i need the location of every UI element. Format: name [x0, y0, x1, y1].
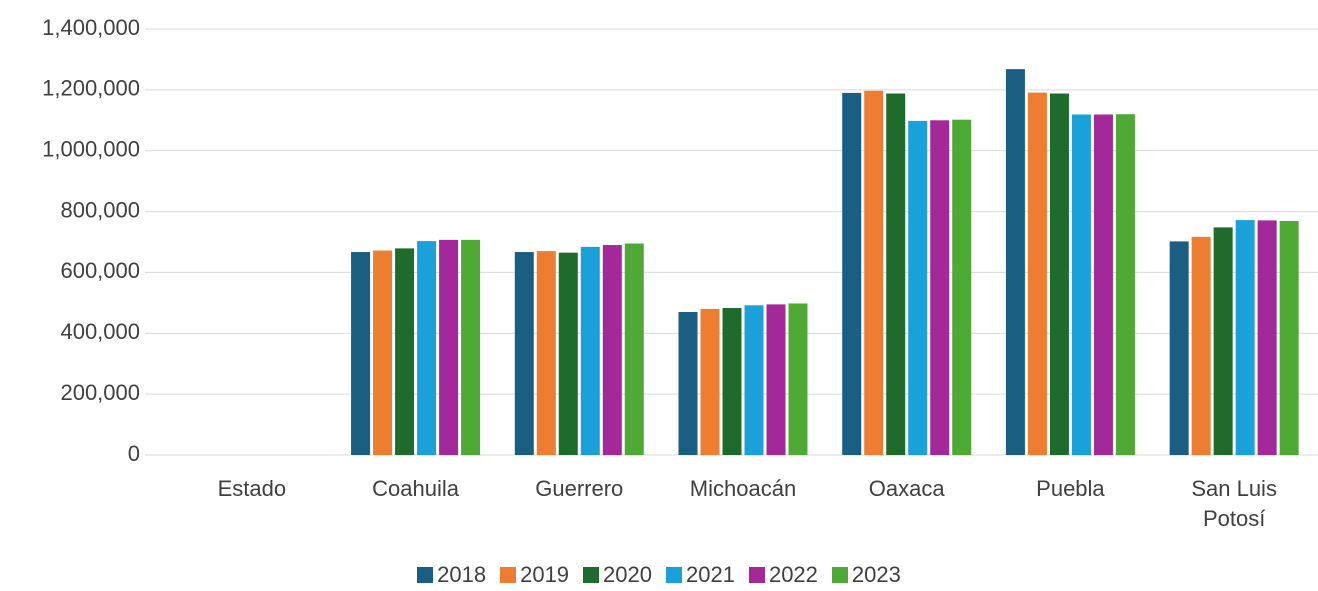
legend-item: 2021 [666, 562, 735, 588]
x-tick-label: Coahuila [372, 476, 459, 501]
bar [558, 252, 578, 455]
bar [1213, 227, 1233, 455]
bar [766, 304, 786, 455]
bar [395, 248, 415, 455]
legend-swatch [831, 567, 848, 583]
legend-label: 2023 [851, 562, 901, 587]
bar [1235, 220, 1255, 455]
y-tick-label: 400,000 [60, 319, 140, 344]
bar [722, 308, 742, 455]
legend-label: 2018 [437, 562, 487, 587]
legend-item: 2020 [583, 562, 652, 588]
bar [1169, 241, 1189, 455]
bar [1071, 114, 1091, 456]
legend-swatch [748, 567, 765, 583]
bar [624, 243, 644, 455]
bar [744, 305, 764, 455]
bar [678, 311, 698, 455]
legend-label: 2020 [603, 562, 652, 587]
bar [417, 241, 437, 455]
legend-label: 2021 [686, 562, 735, 587]
y-tick-label: 1,400,000 [42, 15, 140, 40]
x-tick-label: Guerrero [535, 476, 624, 501]
y-tick-label: 1,000,000 [42, 137, 140, 162]
y-tick-label: 1,200,000 [42, 76, 140, 101]
bar [886, 93, 906, 455]
legend-swatch [417, 567, 434, 583]
x-tick-label: Oaxaca [868, 476, 945, 501]
y-tick-label: 600,000 [60, 258, 140, 283]
bar [373, 250, 393, 455]
bar [908, 120, 928, 455]
bar [700, 308, 720, 455]
bar [1257, 220, 1277, 455]
bar [1027, 92, 1047, 456]
legend-swatch [500, 567, 517, 583]
bar [1279, 221, 1299, 455]
bar [351, 252, 371, 455]
x-tick-label: Michoacán [689, 476, 797, 501]
bar [1093, 114, 1113, 456]
bar [439, 239, 459, 455]
bar [788, 303, 808, 455]
legend-label: 2019 [520, 562, 570, 587]
x-tick-label: San Luis Potosí [1191, 476, 1277, 531]
bar [602, 245, 622, 455]
x-tick-label: Puebla [1036, 476, 1105, 501]
bar [1115, 114, 1135, 455]
bar [461, 239, 481, 455]
bar [1005, 69, 1025, 455]
bar [514, 252, 534, 455]
bar [842, 92, 862, 456]
legend: 2018 2019 2020 2021 2022 2023 [0, 562, 1318, 588]
bar [952, 119, 972, 456]
bar [536, 251, 556, 455]
legend-swatch [583, 567, 600, 583]
bar [930, 120, 950, 456]
legend-swatch [666, 567, 682, 583]
x-tick-label: Estado [217, 476, 287, 501]
legend-item: 2023 [831, 562, 901, 588]
legend-item: 2022 [748, 562, 818, 588]
bar [580, 246, 600, 455]
legend-item: 2018 [417, 562, 486, 588]
y-tick-label: 800,000 [60, 197, 140, 222]
bar [864, 90, 884, 456]
legend-item: 2019 [500, 562, 569, 588]
y-tick-label: 200,000 [60, 380, 140, 405]
legend-label: 2022 [768, 562, 818, 587]
bar [1191, 236, 1211, 455]
bar [1049, 93, 1069, 455]
y-tick-label: 0 [128, 441, 140, 466]
